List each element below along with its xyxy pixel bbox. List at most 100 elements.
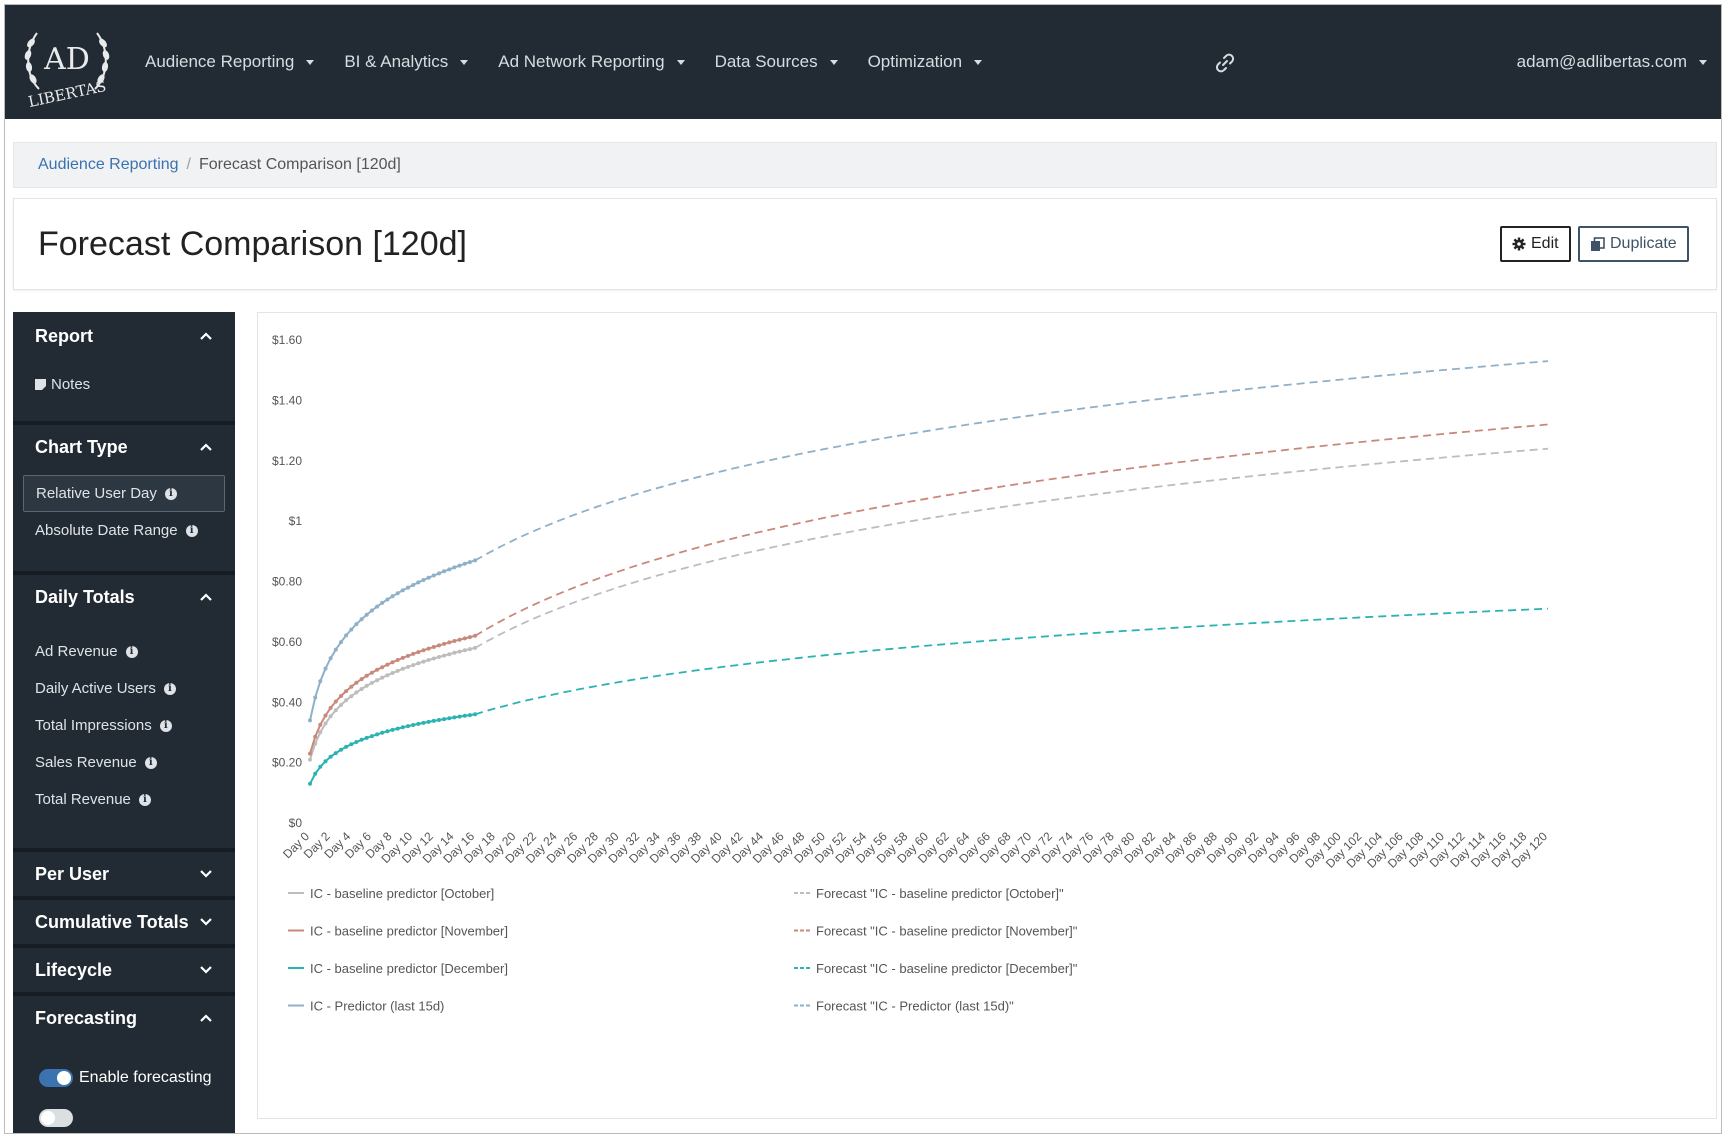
sidebar-item-sales-revenue[interactable]: Sales Revenue i <box>23 744 225 781</box>
nav-audience-reporting[interactable]: Audience Reporting <box>145 52 315 72</box>
legend-label: IC - baseline predictor [November] <box>310 924 508 939</box>
series-point <box>380 675 385 680</box>
info-icon[interactable]: i <box>185 524 198 537</box>
series-point <box>442 569 447 574</box>
series-point <box>442 653 447 658</box>
section-header-cumulative-totals[interactable]: Cumulative Totals <box>13 896 235 944</box>
section-header-per-user[interactable]: Per User <box>13 848 235 896</box>
breadcrumb-link-audience-reporting[interactable]: Audience Reporting <box>38 156 179 173</box>
section-body-daily-totals: Ad Revenue i Daily Active Users i Total Im… <box>13 619 235 848</box>
legend-label: IC - baseline predictor [October] <box>310 886 494 901</box>
sidebar-item-relative-user-day[interactable]: Relative User Day i <box>23 475 225 512</box>
series-point <box>385 597 390 602</box>
series-point <box>431 645 436 649</box>
nav-ad-network-reporting[interactable]: Ad Network Reporting <box>498 52 685 72</box>
series-point <box>385 673 390 678</box>
series-point <box>375 678 380 683</box>
series-point <box>369 670 374 675</box>
info-icon[interactable]: i <box>125 645 138 658</box>
sidebar-item-total-revenue[interactable]: Total Revenue i <box>23 781 225 818</box>
breadcrumb-separator: / <box>186 156 191 173</box>
series-point <box>421 578 426 582</box>
info-icon[interactable]: i <box>138 793 151 806</box>
series-point <box>359 737 364 742</box>
series-point <box>349 627 354 632</box>
nav-optimization[interactable]: Optimization <box>868 52 983 72</box>
series-point <box>467 560 472 565</box>
series-point <box>349 742 354 747</box>
title-panel: Forecast Comparison [120d] Edit Duplicat… <box>13 198 1717 290</box>
series-point <box>308 751 312 756</box>
series-point <box>390 660 395 665</box>
adlibertas-logo[interactable]: AD LIBERTAS <box>19 19 115 109</box>
info-icon[interactable]: i <box>163 682 176 695</box>
info-icon[interactable]: i <box>159 719 172 732</box>
series-point <box>359 687 364 691</box>
series-point <box>313 734 318 739</box>
series-point <box>426 646 431 651</box>
secondary-toggle[interactable] <box>39 1109 73 1127</box>
y-tick-label: $0.20 <box>272 756 302 770</box>
series-point <box>416 650 421 655</box>
sidebar-item-ad-revenue[interactable]: Ad Revenue i <box>23 633 225 670</box>
series-point <box>328 705 333 710</box>
info-icon[interactable]: i <box>144 756 157 769</box>
section-header-report[interactable]: Report <box>13 312 235 360</box>
toggle-label: Enable forecasting <box>79 1069 212 1086</box>
series-point <box>437 718 441 722</box>
copy-icon <box>1591 236 1605 251</box>
link-icon[interactable] <box>1215 53 1235 73</box>
enable-forecasting-toggle[interactable] <box>39 1069 73 1087</box>
info-icon[interactable]: i <box>164 487 177 500</box>
series-point <box>375 732 380 737</box>
series-point <box>395 726 400 731</box>
section-title: Cumulative Totals <box>35 911 189 932</box>
forecast-line-chart: $0$0.20$0.40$0.60$0.80$1$1.20$1.40$1.60D… <box>272 333 1550 1014</box>
series-point <box>323 759 328 764</box>
enable-forecasting-row: Enable forecasting <box>23 1060 225 1096</box>
y-tick-label: $0.80 <box>272 575 302 589</box>
sidebar-item-total-impressions[interactable]: Total Impressions i <box>23 707 225 744</box>
series-point <box>390 671 395 675</box>
edit-button[interactable]: Edit <box>1500 226 1571 262</box>
section-body-report: Notes <box>13 360 235 421</box>
series-point <box>400 725 405 730</box>
chevron-up-icon <box>200 593 212 601</box>
section-title: Chart Type <box>35 436 128 457</box>
section-header-chart-type[interactable]: Chart Type <box>13 421 235 469</box>
section-header-daily-totals[interactable]: Daily Totals <box>13 571 235 619</box>
series-point <box>467 647 472 652</box>
sidebar-item-absolute-date-range[interactable]: Absolute Date Range i <box>23 512 225 549</box>
series-point <box>369 680 374 685</box>
y-tick-label: $1 <box>289 514 303 528</box>
series-point <box>375 604 380 609</box>
legend-label: Forecast "IC - baseline predictor [Novem… <box>816 924 1078 939</box>
sidebar-item-daily-active-users[interactable]: Daily Active Users i <box>23 670 225 707</box>
sidebar-item-label: Ad Revenue <box>35 643 118 660</box>
duplicate-button[interactable]: Duplicate <box>1578 226 1689 262</box>
section-title: Daily Totals <box>35 586 135 607</box>
sidebar-item-notes[interactable]: Notes <box>23 366 225 403</box>
series-point <box>354 622 359 627</box>
series-point <box>447 640 452 645</box>
series-point <box>431 656 436 661</box>
series-line-actual <box>309 559 476 721</box>
section-header-lifecycle[interactable]: Lifecycle <box>13 944 235 992</box>
series-point <box>447 652 452 657</box>
y-tick-label: $1.20 <box>272 454 302 468</box>
nav-data-sources[interactable]: Data Sources <box>715 52 838 72</box>
series-point <box>308 718 312 723</box>
series-point <box>452 565 457 570</box>
nav-bi-analytics[interactable]: BI & Analytics <box>344 52 469 72</box>
series-point <box>447 567 452 572</box>
series-point <box>426 658 431 662</box>
series-point <box>395 668 400 673</box>
series-point <box>318 730 323 735</box>
series-point <box>328 714 333 719</box>
series-point <box>344 633 349 638</box>
series-point <box>421 659 426 664</box>
section-header-forecasting[interactable]: Forecasting <box>13 992 235 1040</box>
y-tick-label: $0 <box>289 816 303 830</box>
user-menu[interactable]: adam@adlibertas.com <box>1517 5 1707 119</box>
edit-label: Edit <box>1531 235 1559 252</box>
